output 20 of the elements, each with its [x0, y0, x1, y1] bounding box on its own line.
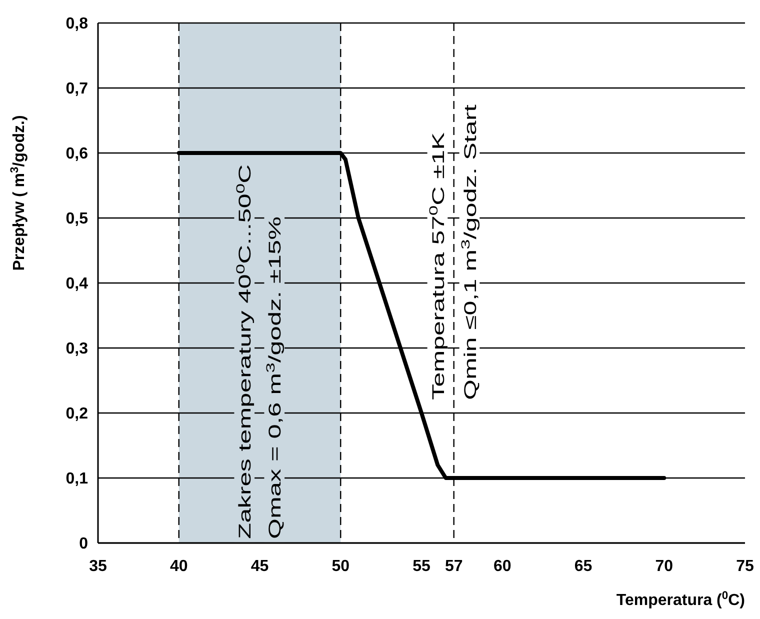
x-tick-label: 75 — [736, 558, 754, 575]
y-tick-label: 0,6 — [66, 146, 88, 163]
y-tick-label: 0 — [79, 536, 88, 553]
x-tick-label: 35 — [89, 558, 107, 575]
x-axis-title: Temperatura ($^{0}$C) — [616, 590, 745, 609]
y-tick-label: 0,2 — [66, 406, 88, 423]
y-tick-label: 0,1 — [66, 470, 88, 488]
y-tick-label: 0,7 — [66, 80, 88, 98]
x-tick-label: 40 — [170, 558, 188, 575]
x-tick-label: 70 — [655, 558, 674, 575]
x-tick-label: 45 — [250, 558, 269, 575]
x-tick-label: 65 — [574, 558, 592, 575]
y-tick-label: 0,3 — [66, 340, 88, 358]
y-tick-label: 0,5 — [66, 210, 88, 228]
x-tick-label: 60 — [493, 558, 512, 575]
x-tick-label: 50 — [332, 558, 350, 575]
x-tick-label: 55 — [412, 558, 430, 575]
x-tick-label: 57 — [444, 558, 463, 575]
y-tick-label: 0,4 — [66, 276, 88, 293]
y-tick-label: 0,8 — [66, 16, 88, 33]
